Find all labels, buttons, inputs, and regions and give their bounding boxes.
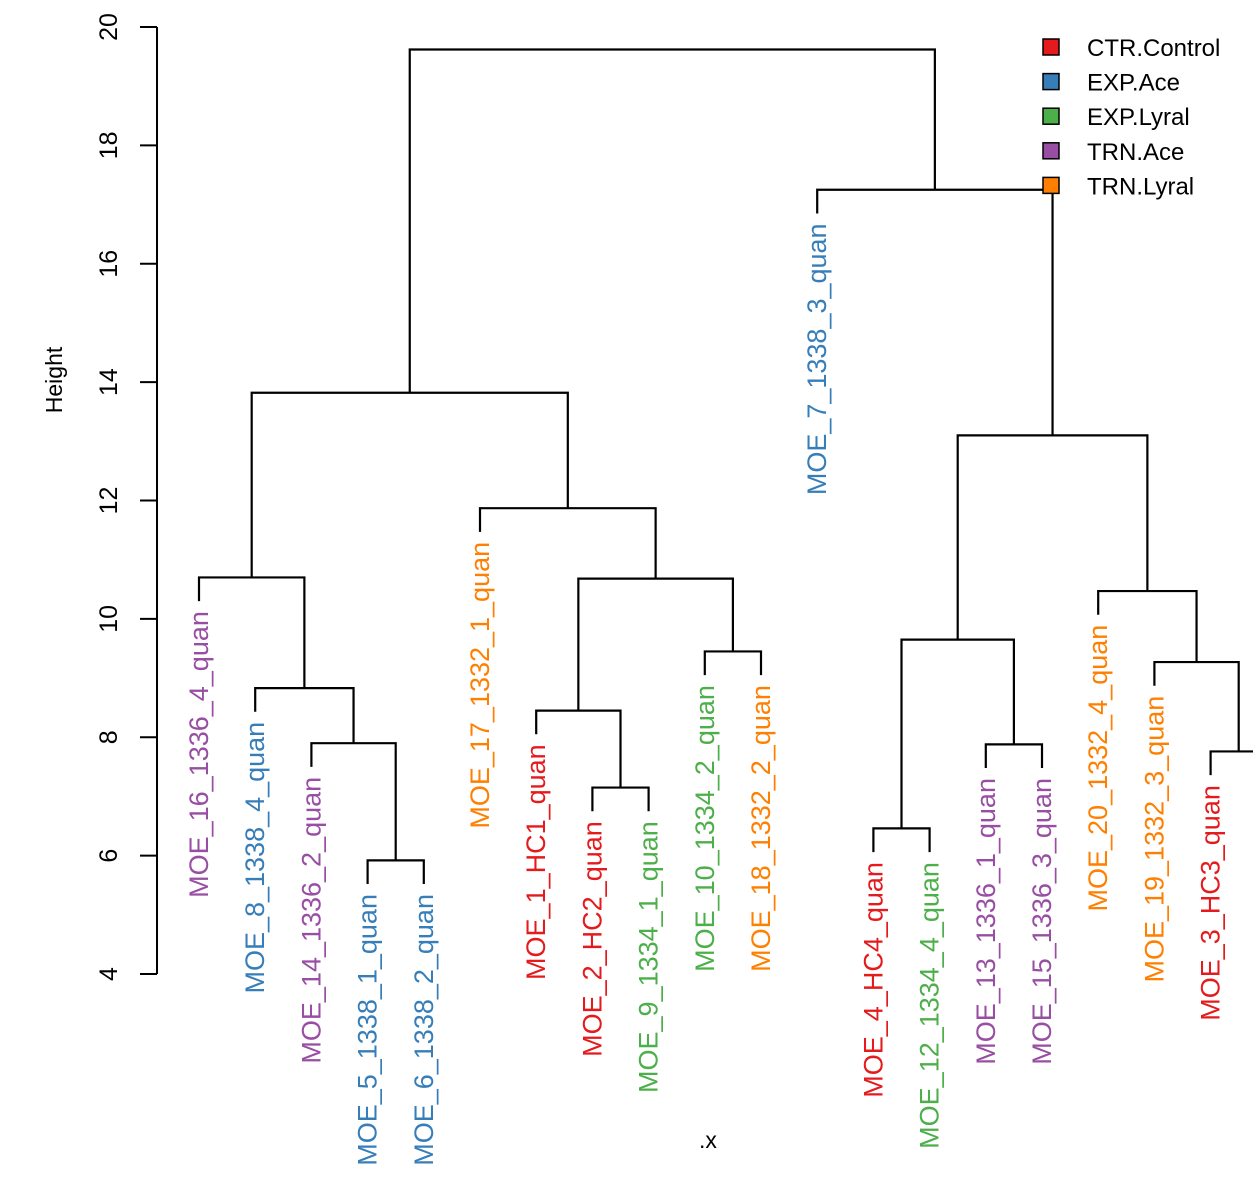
y-tick-label: 18 <box>95 131 123 159</box>
leaf-label: MOE_8_1338_4_quan <box>240 722 270 994</box>
dendrogram-branch <box>816 188 1054 436</box>
leaf-label: MOE_9_1334_1_quan <box>634 821 664 1093</box>
dendrogram-branch <box>1097 589 1198 663</box>
legend-label: TRN.Lyral <box>1087 173 1194 200</box>
leaf-label: MOE_3_HC3_quan <box>1196 785 1226 1021</box>
legend-swatch <box>1042 107 1060 125</box>
dendrogram-branch <box>197 576 306 689</box>
leaf-label: MOE_1_HC1_quan <box>521 744 551 980</box>
leaf-label: MOE_19_1332_3_quan <box>1139 696 1169 983</box>
dendrogram-branch <box>984 743 1044 769</box>
legend-label: EXP.Ace <box>1087 70 1180 97</box>
leaf-label: MOE_13_1336_1_quan <box>971 778 1001 1065</box>
dendrogram-branch <box>900 638 1015 829</box>
y-axis-label: Height <box>41 346 67 413</box>
y-axis: 4 6 8 10 12 14 16 18 20 <box>95 13 158 981</box>
dendrogram-branches <box>197 48 1253 885</box>
y-tick-label: 8 <box>95 730 123 744</box>
dendrogram-branch <box>310 742 397 861</box>
y-tick-label: 14 <box>95 368 123 396</box>
legend-swatch <box>1042 176 1060 195</box>
legend-swatch <box>1042 72 1060 91</box>
y-tick-label: 6 <box>95 849 123 863</box>
y-tick-label: 10 <box>95 605 123 633</box>
dendrogram-branch <box>535 709 622 788</box>
y-tick-label: 4 <box>95 967 123 981</box>
dendrogram-branch <box>956 434 1149 640</box>
legend-label: CTR.Control <box>1087 35 1220 62</box>
dendrogram-branch <box>478 507 657 579</box>
y-tick-label: 12 <box>95 487 123 515</box>
legend-label: TRN.Ace <box>1087 139 1184 166</box>
leaf-label: MOE_12_1334_4_quan <box>915 862 945 1149</box>
leaf-label: MOE_4_HC4_quan <box>858 862 888 1098</box>
leaf-label: MOE_17_1332_1_quan <box>465 542 495 829</box>
legend: CTR.Control EXP.Ace EXP.Lyral TRN.Ace TRN.Ly… <box>1042 35 1220 200</box>
leaf-label: MOE_15_1336_3_quan <box>1027 778 1057 1065</box>
leaf-label: MOE_11_1334_3_quan <box>1252 785 1253 1070</box>
leaf-label: MOE_5_1338_1_quan <box>353 894 383 1166</box>
leaf-label: MOE_16_1336_4_quan <box>184 611 214 898</box>
dendrogram-branch <box>591 786 650 812</box>
leaf-label: MOE_20_1332_4_quan <box>1083 625 1113 912</box>
legend-swatch <box>1042 142 1060 160</box>
dendrogram-branch <box>703 650 763 676</box>
dendrogram-branch <box>1153 660 1240 752</box>
legend-swatch <box>1042 38 1060 56</box>
leaf-label: MOE_10_1334_2_quan <box>690 685 720 972</box>
y-tick-label: 20 <box>95 13 123 41</box>
dendrogram-branch <box>872 827 931 853</box>
dendrogram-branch <box>1209 750 1253 776</box>
leaf-label: MOE_2_HC2_quan <box>577 821 607 1057</box>
dendrogram-branch <box>408 48 936 393</box>
dendrogram-branch <box>366 859 425 885</box>
leaf-label: MOE_6_1338_2_quan <box>409 894 439 1166</box>
dendrogram-branch <box>250 391 569 578</box>
y-tick-label: 16 <box>95 250 123 278</box>
leaf-label: MOE_18_1332_2_quan <box>746 685 776 972</box>
leaf-label: MOE_14_1336_2_quan <box>296 777 326 1064</box>
leaf-labels: MOE_16_1336_4_quan MOE_8_1338_4_quan MOE_1… <box>184 223 1253 1165</box>
legend-label: EXP.Lyral <box>1087 104 1190 131</box>
dendrogram-branch <box>577 577 734 711</box>
leaf-label: MOE_7_1338_3_quan <box>802 223 832 495</box>
x-axis-label: .x <box>699 1127 717 1153</box>
